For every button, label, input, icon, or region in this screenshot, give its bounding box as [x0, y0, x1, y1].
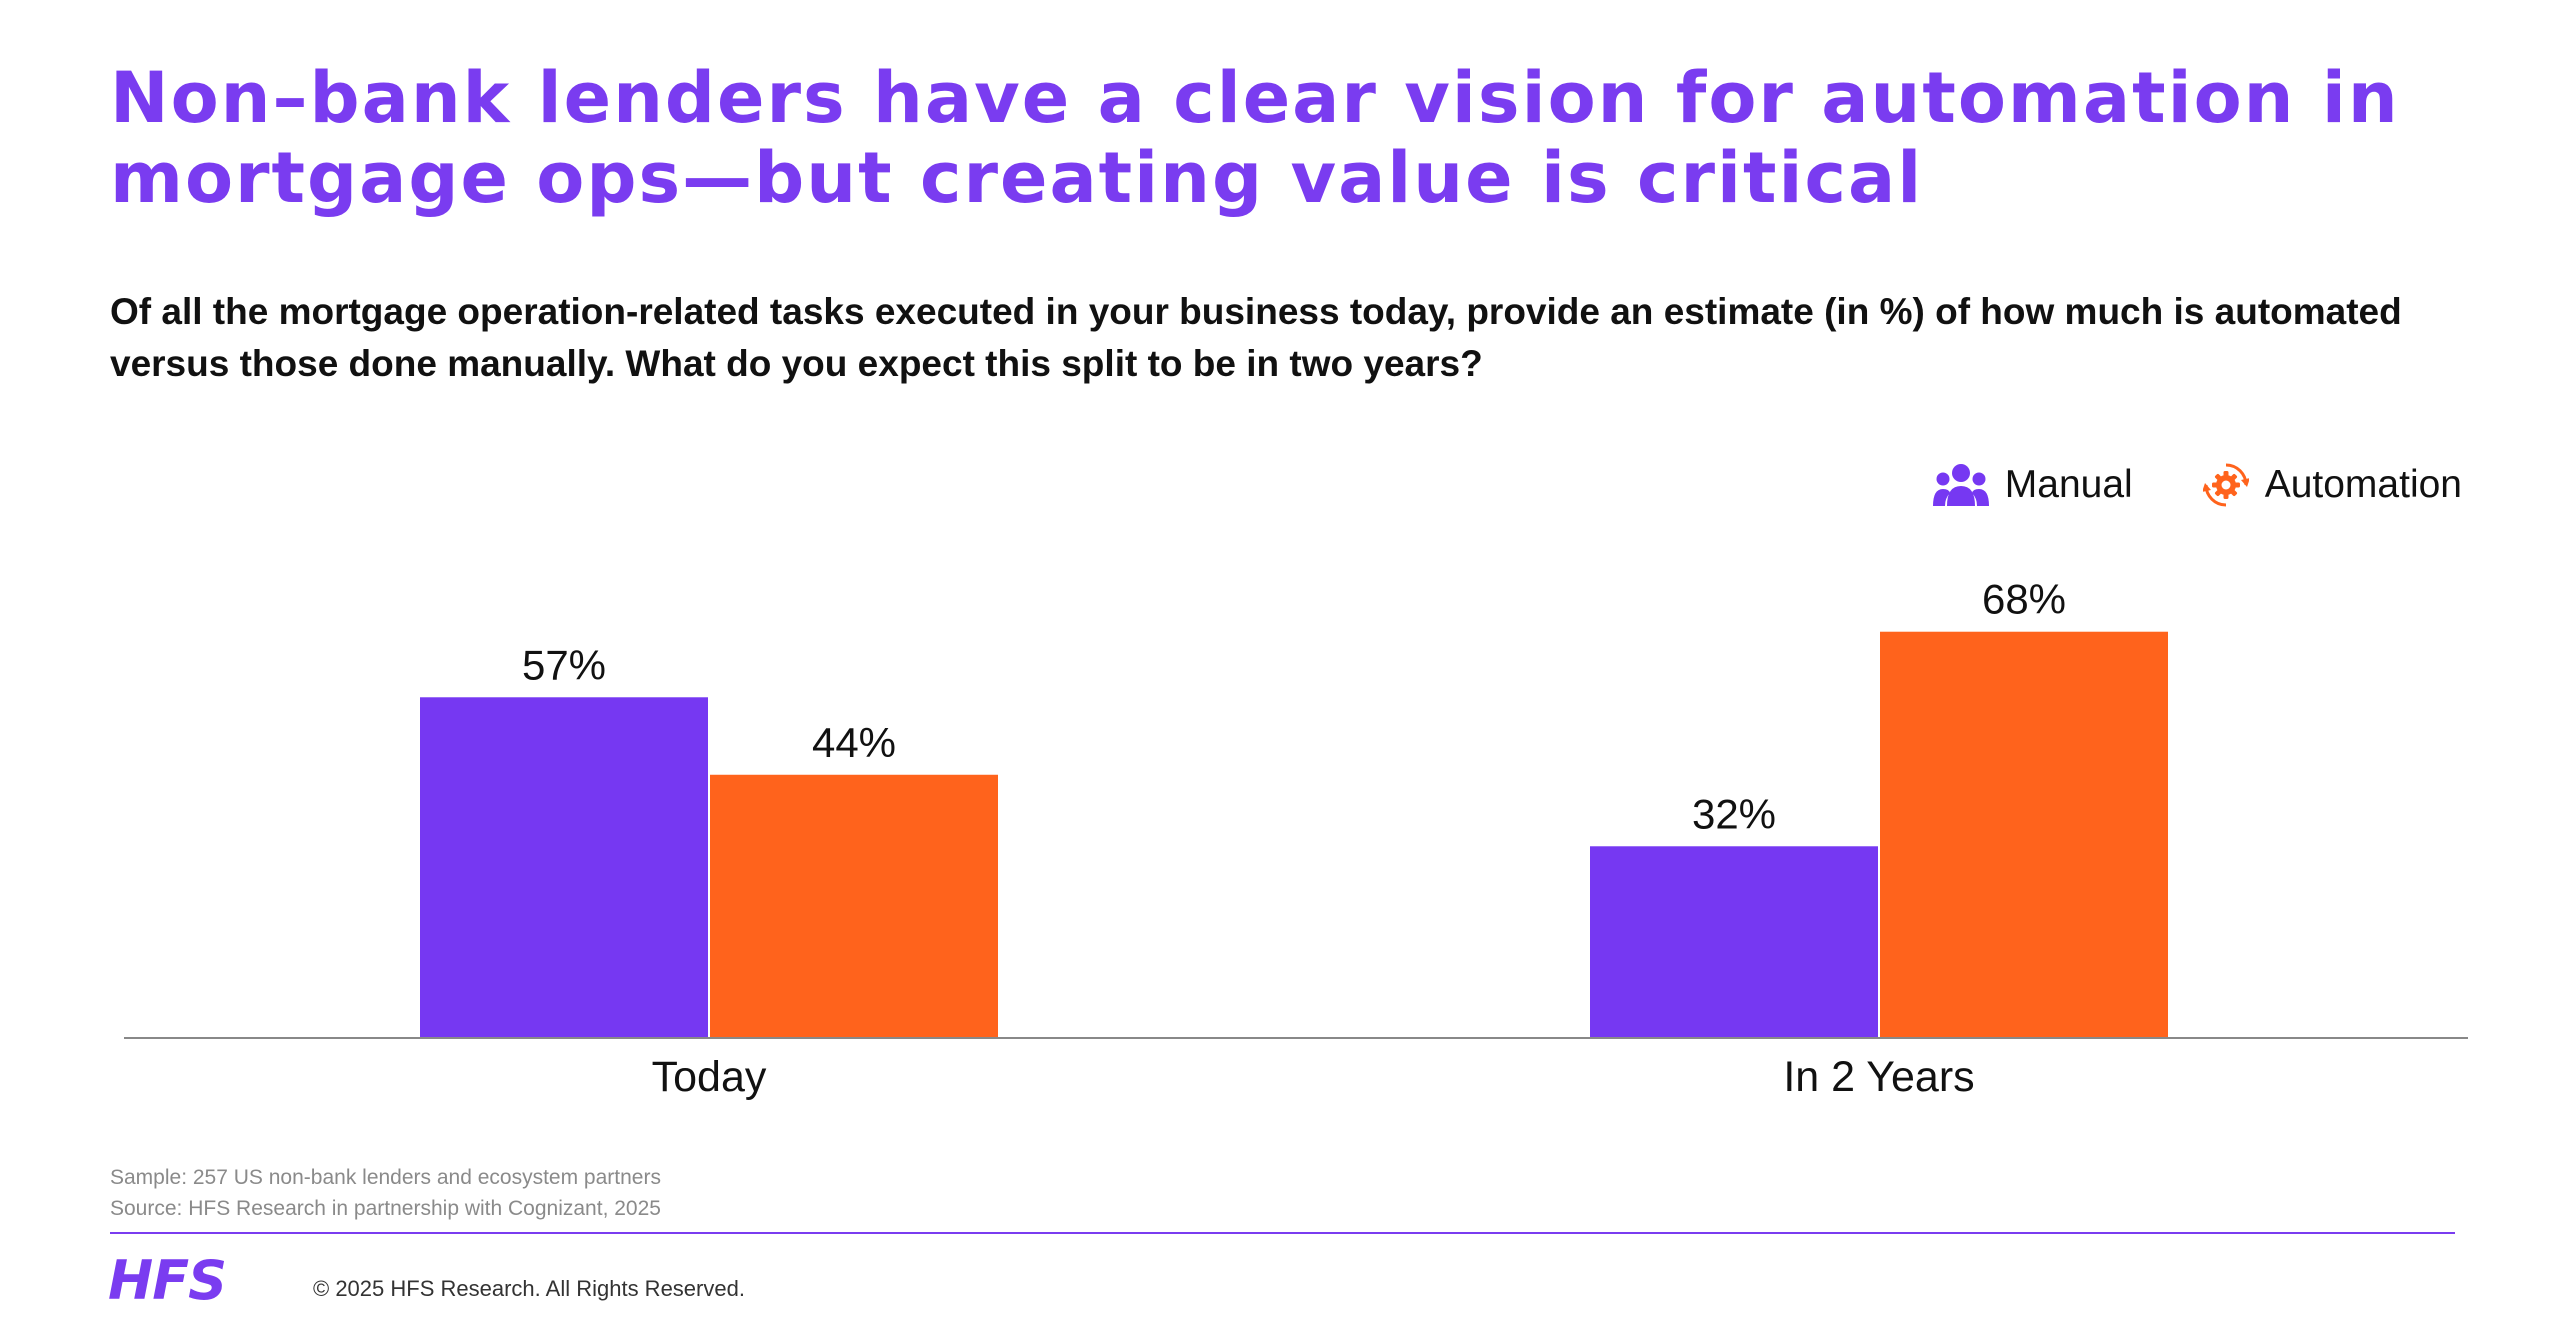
x-tick-label-in-2-years: In 2 Years	[1783, 1053, 1974, 1101]
people-group-icon	[1932, 464, 1989, 506]
page-title: Non–bank lenders have a clear vision for…	[110, 57, 2400, 219]
hfs-logo-text: HFS	[108, 1257, 226, 1303]
data-label-manual-today: 57%	[522, 641, 606, 688]
legend-item-automation: Automation	[2202, 462, 2462, 508]
bar-manual-today	[420, 697, 708, 1037]
chart-legend: Manual Automation	[1932, 462, 2462, 508]
footer-divider	[110, 1232, 2455, 1234]
footnotes: Sample: 257 US non-bank lenders and ecos…	[110, 1162, 661, 1224]
legend-label-automation: Automation	[2264, 463, 2462, 506]
data-label-automation-today: 44%	[812, 719, 896, 766]
sample-note: Sample: 257 US non-bank lenders and ecos…	[110, 1166, 661, 1189]
bar-automation-in-2-years	[1880, 631, 2168, 1037]
source-note: Source: HFS Research in partnership with…	[110, 1197, 661, 1220]
bar-automation-today	[710, 774, 998, 1037]
hfs-logo: HFS	[108, 1257, 268, 1303]
survey-question: Of all the mortgage operation-related ta…	[110, 291, 2402, 384]
data-label-manual-in-2-years: 32%	[1692, 790, 1776, 837]
legend-item-manual: Manual	[1932, 462, 2133, 508]
gear-cycle-icon	[2202, 463, 2249, 507]
bar-manual-in-2-years	[1590, 846, 1878, 1037]
copyright-text: © 2025 HFS Research. All Rights Reserved…	[313, 1276, 745, 1301]
data-label-automation-in-2-years: 68%	[1982, 576, 2066, 623]
legend-label-manual: Manual	[2004, 463, 2133, 506]
x-tick-label-today: Today	[652, 1053, 767, 1101]
